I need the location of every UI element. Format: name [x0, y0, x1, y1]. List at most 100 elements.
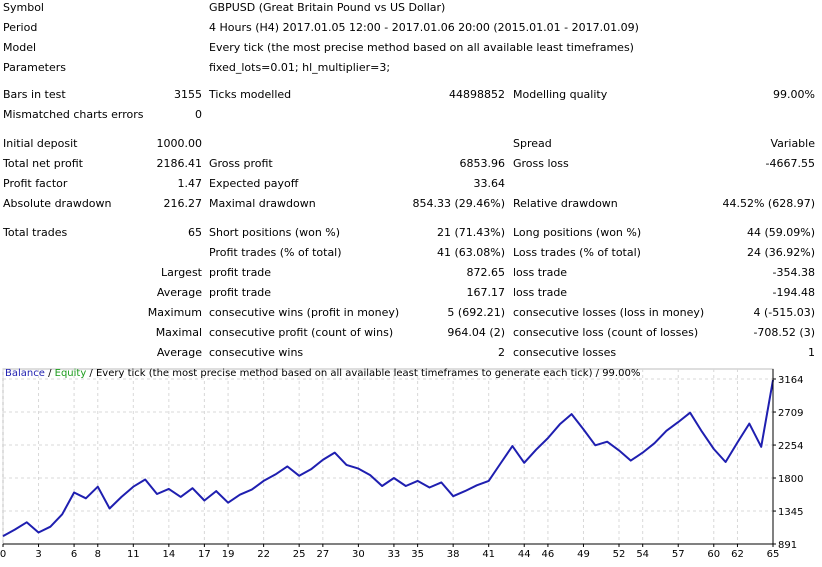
absolute-drawdown-value: 216.27	[163, 197, 203, 210]
average-label: Average	[156, 286, 202, 299]
x-tick-label: 35	[411, 549, 424, 560]
x-tick-label: 57	[672, 549, 685, 560]
period-value: 4 Hours (H4) 2017.01.05 12:00 - 2017.01.…	[209, 21, 639, 34]
chart-axes: 3164 2709 2254 1800 1345 891 0 3 6 8 11 14 17 19 22 25 2…	[0, 369, 803, 560]
x-tick-label: 52	[613, 549, 626, 560]
largest-loss-value: -354.38	[772, 266, 815, 279]
x-tick-label: 8	[95, 549, 101, 560]
total-net-profit-label: Total net profit	[3, 157, 83, 170]
symbol-label: Symbol	[3, 1, 44, 14]
maximum-loss-value: 4 (-515.03)	[753, 306, 815, 319]
relative-drawdown-label: Relative drawdown	[513, 197, 618, 210]
largest-label: Largest	[161, 266, 202, 279]
y-tick-label: 891	[778, 540, 797, 551]
average2-profit-value: 2	[498, 346, 505, 359]
gross-profit-value: 6853.96	[459, 157, 506, 170]
ticks-modelled-label: Ticks modelled	[209, 88, 292, 101]
average-profit-value: 167.17	[466, 286, 506, 299]
y-tick-label: 2709	[778, 408, 803, 419]
y-tick-label: 3164	[778, 375, 803, 386]
average-loss-label: loss trade	[513, 286, 568, 299]
largest-profit-label: profit trade	[209, 266, 272, 279]
chart-background	[0, 365, 822, 564]
x-tick-label: 6	[71, 549, 77, 560]
x-tick-label: 25	[293, 549, 306, 560]
x-tick-label: 38	[447, 549, 460, 560]
maximum-label: Maximum	[147, 306, 202, 319]
average-loss-value: -194.48	[772, 286, 815, 299]
profit-factor-label: Profit factor	[3, 177, 68, 190]
profit-trades-value: 41 (63.08%)	[436, 246, 505, 259]
x-tick-label: 14	[162, 549, 175, 560]
mismatched-value: 0	[195, 108, 202, 121]
maximal-loss-label: consecutive loss (count of losses)	[513, 326, 699, 339]
average2-loss-label: consecutive losses	[513, 346, 617, 359]
x-tick-label: 60	[707, 549, 720, 560]
x-tick-label: 19	[222, 549, 235, 560]
x-tick-label: 30	[352, 549, 365, 560]
expected-payoff-label: Expected payoff	[209, 177, 299, 190]
legend-separator: /	[44, 368, 55, 379]
maximal-label: Maximal	[155, 326, 202, 339]
profit-trades-label: Profit trades (% of total)	[209, 246, 342, 259]
legend-balance: Balance	[5, 368, 45, 379]
x-tick-label: 65	[767, 549, 780, 560]
period-label: Period	[3, 21, 38, 34]
maximum-profit-label: consecutive wins (profit in money)	[209, 306, 400, 319]
gross-profit-label: Gross profit	[209, 157, 273, 170]
report-table: Symbol GBPUSD (Great Britain Pound vs US…	[3, 1, 815, 359]
bars-in-test-label: Bars in test	[3, 88, 66, 101]
total-trades-value: 65	[188, 226, 202, 239]
y-tick-label: 1345	[778, 507, 803, 518]
chart-legend: Balance / Equity / Every tick (the most …	[5, 368, 640, 380]
balance-chart-svg: 3164 2709 2254 1800 1345 891 0 3 6 8 11 14 17 19 22 25 2…	[0, 365, 822, 564]
total-trades-label: Total trades	[3, 226, 68, 239]
x-tick-label: 62	[731, 549, 744, 560]
x-tick-label: 33	[388, 549, 401, 560]
maximal-loss-value: -708.52 (3)	[753, 326, 815, 339]
x-tick-label: 11	[127, 549, 140, 560]
gross-loss-value: -4667.55	[765, 157, 815, 170]
parameters-label: Parameters	[3, 61, 66, 74]
y-tick-label: 1800	[778, 474, 803, 485]
maximum-profit-value: 5 (692.21)	[447, 306, 505, 319]
y-tick-label: 2254	[778, 441, 803, 452]
average2-label: Average	[156, 346, 202, 359]
model-label: Model	[3, 41, 37, 54]
short-positions-label: Short positions (won %)	[209, 226, 341, 239]
symbol-value: GBPUSD (Great Britain Pound vs US Dollar…	[209, 1, 446, 14]
maximal-drawdown-label: Maximal drawdown	[209, 197, 316, 210]
average-profit-label: profit trade	[209, 286, 272, 299]
profit-factor-value: 1.47	[177, 177, 203, 190]
x-tick-label: 17	[198, 549, 211, 560]
legend-description: / Every tick (the most precise method ba…	[86, 368, 641, 379]
x-tick-label: 44	[518, 549, 531, 560]
x-tick-label: 3	[35, 549, 41, 560]
balance-line	[2, 379, 774, 537]
legend-equity: Equity	[54, 368, 87, 379]
initial-deposit-value: 1000.00	[156, 137, 203, 150]
spread-label: Spread	[513, 137, 552, 150]
x-tick-label: 46	[542, 549, 555, 560]
maximal-profit-value: 964.04 (2)	[447, 326, 505, 339]
expected-payoff-value: 33.64	[473, 177, 506, 190]
x-tick-label: 49	[577, 549, 590, 560]
balance-chart: 3164 2709 2254 1800 1345 891 0 3 6 8 11 14 17 19 22 25 2…	[0, 365, 822, 564]
mismatched-label: Mismatched charts errors	[3, 108, 144, 121]
largest-loss-label: loss trade	[513, 266, 568, 279]
modelling-quality-label: Modelling quality	[513, 88, 608, 101]
maximum-loss-label: consecutive losses (loss in money)	[513, 306, 705, 319]
relative-drawdown-value: 44.52% (628.97)	[722, 197, 815, 210]
x-tick-label: 27	[316, 549, 329, 560]
ticks-modelled-value: 44898852	[449, 88, 505, 101]
maximal-profit-label: consecutive profit (count of wins)	[209, 326, 394, 339]
maximal-drawdown-value: 854.33 (29.46%)	[412, 197, 505, 210]
bars-in-test-value: 3155	[174, 88, 202, 101]
loss-trades-value: 24 (36.92%)	[746, 246, 815, 259]
total-net-profit-value: 2186.41	[156, 157, 203, 170]
model-value: Every tick (the most precise method base…	[209, 41, 634, 54]
initial-deposit-label: Initial deposit	[3, 137, 78, 150]
x-tick-label: 22	[257, 549, 270, 560]
modelling-quality-value: 99.00%	[773, 88, 815, 101]
largest-profit-value: 872.65	[466, 266, 506, 279]
